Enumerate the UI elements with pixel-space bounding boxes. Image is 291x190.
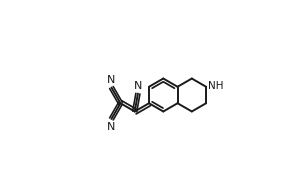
- Text: N: N: [107, 75, 115, 85]
- Text: N: N: [134, 81, 143, 91]
- Text: N: N: [107, 122, 115, 132]
- Text: NH: NH: [207, 81, 223, 91]
